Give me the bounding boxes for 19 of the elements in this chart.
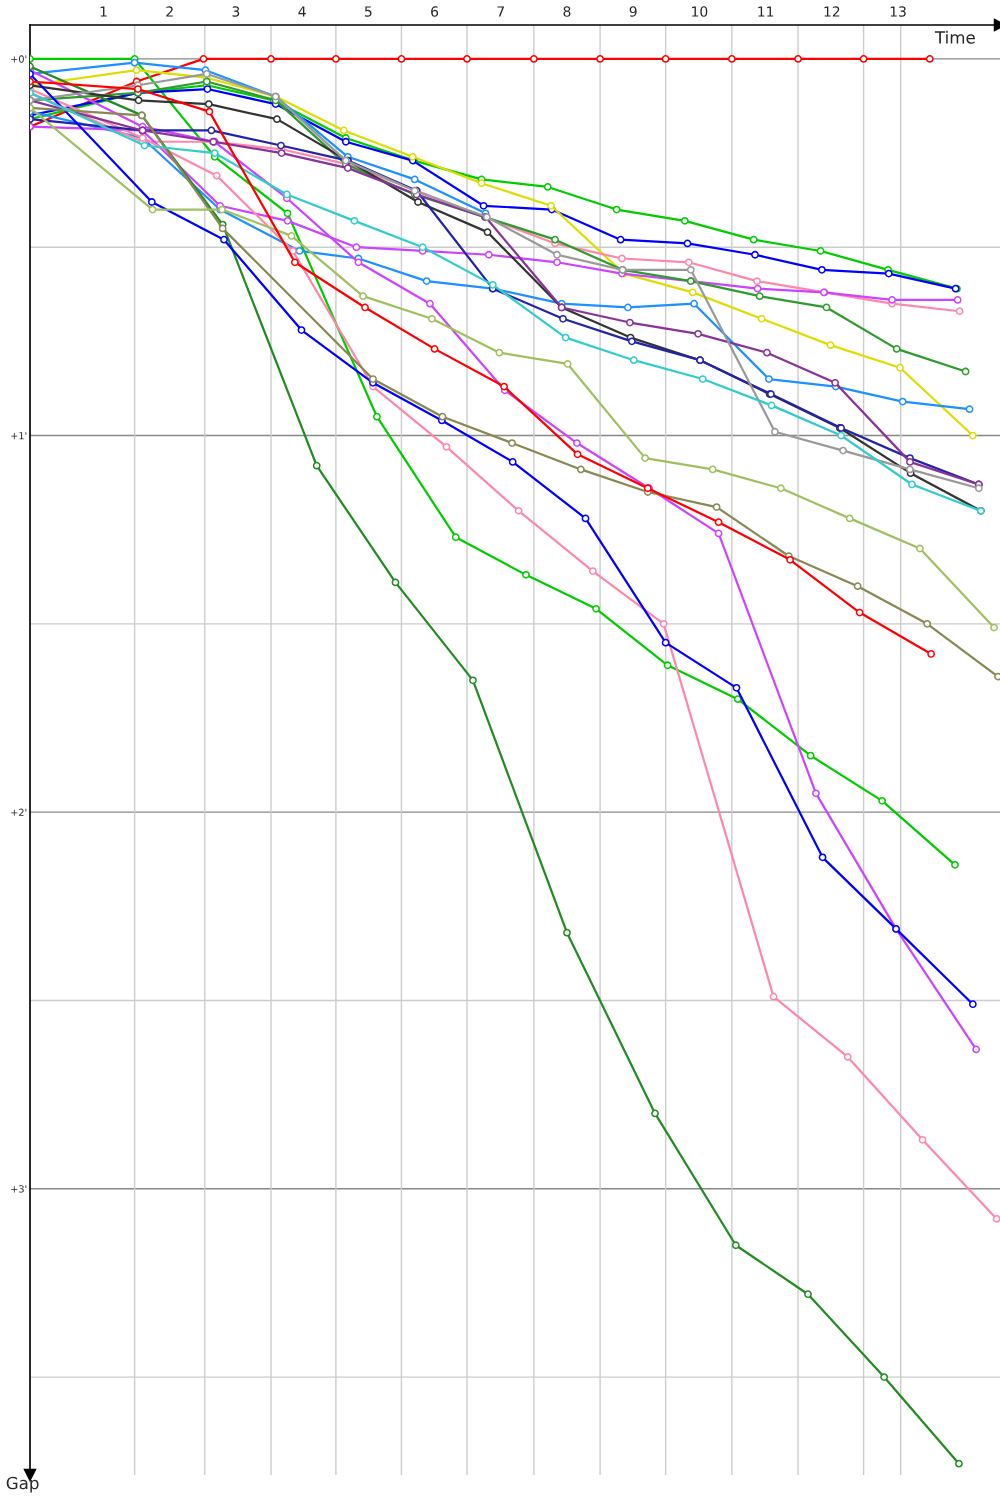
x-tick-label: 11: [758, 6, 774, 17]
x-tick-label: 4: [298, 6, 306, 17]
y-tick-label: +2': [11, 808, 27, 816]
x-tick-label: 10: [692, 6, 708, 17]
x-tick-label: 13: [890, 6, 906, 17]
x-tick-label: 2: [166, 6, 173, 17]
y-tick-label: +1': [11, 432, 27, 440]
x-tick-label: 9: [629, 6, 637, 17]
x-tick-label: 12: [824, 6, 840, 17]
x-tick-label: 3: [232, 6, 240, 17]
y-tick-label: +0': [11, 55, 27, 63]
y-tick-label: +3': [11, 1185, 27, 1193]
x-tick-label: 7: [497, 6, 504, 17]
x-tick-label: 5: [364, 6, 372, 17]
x-axis-title: Time: [934, 30, 975, 44]
x-tick-label: 1: [100, 6, 107, 17]
x-tick-label: 6: [431, 6, 439, 17]
y-axis-title: Gap: [6, 1476, 39, 1493]
x-tick-label: 8: [563, 6, 571, 17]
